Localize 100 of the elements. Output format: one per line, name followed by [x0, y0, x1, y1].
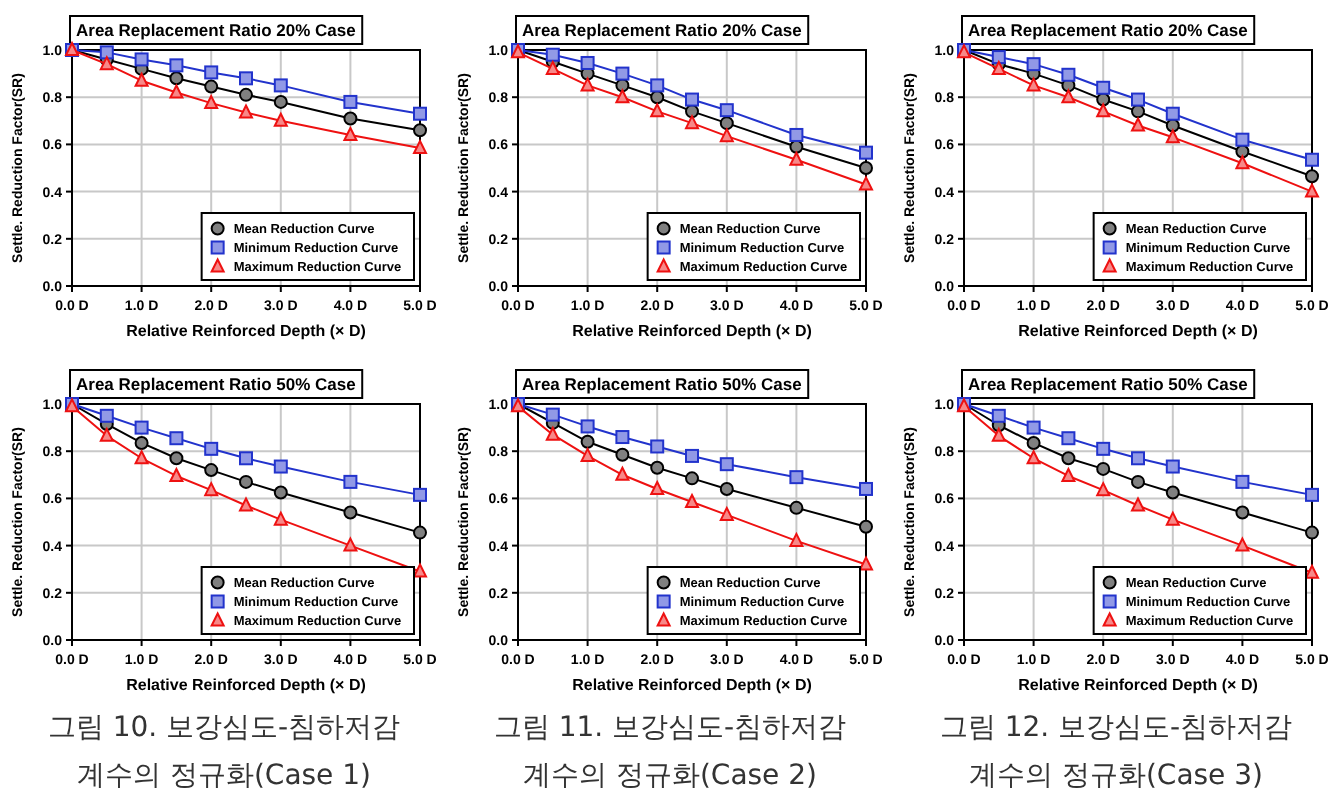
point	[685, 493, 699, 508]
point	[169, 71, 184, 86]
point	[615, 430, 630, 445]
point	[1305, 169, 1319, 184]
point	[239, 87, 253, 102]
point	[719, 116, 734, 131]
chart-title: Area Replacement Ratio 20% Case	[76, 20, 357, 40]
point	[545, 60, 560, 75]
point	[1235, 132, 1250, 147]
point	[719, 481, 734, 496]
point	[273, 511, 288, 526]
point	[413, 525, 427, 540]
point	[1235, 537, 1250, 552]
chart-title: Area Replacement Ratio 20% Case	[522, 20, 803, 40]
point	[991, 408, 1006, 423]
point	[413, 123, 427, 138]
point	[650, 78, 665, 93]
point	[1165, 106, 1180, 121]
point	[580, 434, 595, 449]
point	[1235, 505, 1250, 520]
point	[1305, 487, 1319, 502]
point	[1131, 117, 1145, 132]
point	[273, 94, 288, 109]
point	[134, 72, 149, 87]
point	[991, 427, 1006, 442]
point	[650, 103, 665, 118]
point	[204, 482, 219, 497]
point	[1026, 435, 1041, 450]
point	[859, 481, 873, 496]
point	[134, 435, 149, 450]
point	[859, 519, 873, 534]
point	[169, 467, 184, 482]
point	[719, 506, 734, 521]
x-axis-title: Relative Reinforced Depth (× D)	[1018, 676, 1259, 694]
point	[859, 145, 873, 160]
point	[239, 497, 253, 512]
point	[580, 419, 595, 434]
point	[650, 90, 665, 105]
point	[789, 470, 804, 485]
point	[1235, 474, 1250, 489]
point	[1061, 451, 1076, 466]
point	[343, 111, 358, 126]
point	[1131, 474, 1145, 489]
x-axis-title: Relative Reinforced Depth (× D)	[126, 676, 367, 694]
point	[859, 176, 873, 191]
chart-title: Area Replacement Ratio 50% Case	[522, 374, 803, 394]
point	[169, 58, 184, 73]
point	[99, 408, 114, 423]
point	[685, 115, 699, 130]
point	[99, 45, 114, 60]
point	[1026, 57, 1041, 72]
point	[1165, 459, 1180, 474]
text: 계수의 정규화(Case 2)	[523, 760, 817, 792]
point	[789, 127, 804, 142]
point	[169, 431, 184, 446]
point	[991, 50, 1006, 65]
point	[1061, 467, 1076, 482]
point	[343, 126, 358, 141]
chart-title: Area Replacement Ratio 50% Case	[968, 374, 1249, 394]
point	[1096, 441, 1111, 456]
x-axis-title: Relative Reinforced Depth (× D)	[572, 676, 813, 694]
point	[789, 151, 804, 166]
point	[859, 161, 873, 175]
point	[615, 89, 630, 104]
point	[615, 447, 630, 462]
caption: 그림 12. 보강심도-침하저감	[939, 712, 1293, 744]
point	[719, 457, 734, 472]
caption: 그림 10. 보강심도-침하저감	[47, 712, 401, 744]
point	[1096, 80, 1111, 95]
point	[273, 78, 288, 93]
point	[685, 448, 699, 463]
point	[239, 451, 253, 466]
chart-title: Area Replacement Ratio 50% Case	[76, 374, 357, 394]
point	[545, 47, 560, 62]
point	[615, 466, 630, 481]
point	[134, 52, 149, 67]
point	[273, 459, 288, 474]
point	[239, 104, 253, 119]
point	[1235, 155, 1250, 170]
point	[413, 139, 427, 154]
point	[1026, 77, 1041, 92]
x-axis-title: Relative Reinforced Depth (× D)	[126, 322, 367, 340]
point	[134, 450, 149, 465]
point	[413, 487, 427, 502]
point	[719, 128, 734, 143]
point	[204, 65, 219, 80]
point	[204, 441, 219, 456]
point	[343, 537, 358, 552]
point	[1096, 103, 1111, 118]
point	[204, 95, 219, 110]
point	[859, 556, 873, 571]
caption: 그림 11. 보강심도-침하저감	[493, 712, 847, 744]
point	[273, 112, 288, 127]
point	[1131, 92, 1145, 107]
point	[239, 71, 253, 86]
text: 계수의 정규화(Case 3)	[969, 760, 1263, 792]
point	[580, 447, 595, 462]
point	[1305, 525, 1319, 540]
point	[580, 77, 595, 92]
point	[1131, 451, 1145, 466]
